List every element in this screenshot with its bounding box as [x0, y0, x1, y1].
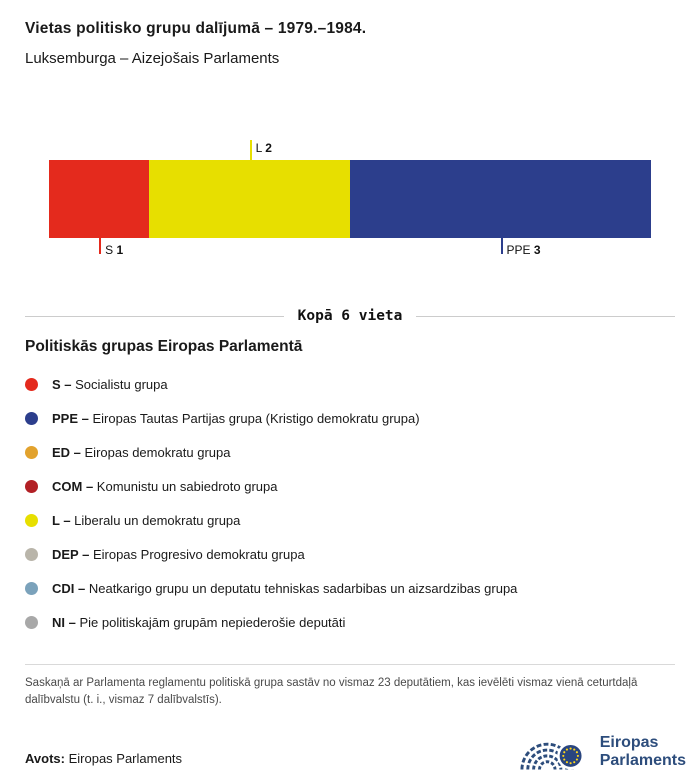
group-color-dot: [25, 513, 38, 527]
marker-tick: [99, 238, 102, 254]
bar-segment-l[interactable]: [149, 160, 350, 238]
ep-hemicycle-icon: [520, 742, 584, 770]
eu-flag-icon: [556, 742, 584, 770]
source-label: Avots:: [25, 751, 65, 766]
source-line: Avots: Eiropas Parlaments: [25, 751, 182, 772]
legend-item-label: ED – Eiropas demokratu grupa: [52, 444, 231, 460]
legend-item-label: CDI – Neatkarigo grupu un deputatu tehni…: [52, 580, 518, 596]
legend-item-dep: DEP – Eiropas Progresivo demokratu grupa: [25, 537, 675, 571]
ep-logo-line1: Eiropas: [599, 733, 659, 751]
legend-item-ppe: PPE – Eiropas Tautas Partijas grupa (Kri…: [25, 401, 675, 435]
ep-logo-text: Eiropas Parlaments: [600, 734, 686, 771]
marker-label: S 1: [105, 243, 124, 257]
group-color-dot: [25, 479, 38, 493]
marker-label: PPE 3: [506, 243, 541, 257]
ep-logo-line2: Parlaments: [599, 752, 686, 769]
legend-item-label: S – Socialistu grupa: [52, 376, 168, 392]
ep-logo: Eiropas Parlaments: [520, 732, 686, 772]
legend-list: S – Socialistu grupa PPE – Eiropas Tautas…: [25, 367, 675, 639]
page-title: Vietas politisko grupu dalījumā – 1979.–…: [25, 20, 367, 37]
legend-heading: Politiskās grupas Eiropas Parlamentā: [25, 338, 303, 355]
footer-row: Avots: Eiropas Parlaments: [25, 732, 686, 772]
legend-item-ed: ED – Eiropas demokratu grupa: [25, 435, 675, 469]
group-color-dot: [25, 581, 38, 595]
seat-distribution-chart: S 1 L 2 PPE 3: [49, 120, 651, 262]
group-color-dot: [25, 377, 38, 391]
legend-item-l: L – Liberalu un demokratu grupa: [25, 503, 675, 537]
marker-tick: [249, 140, 252, 160]
total-seats-label: Kopā 6 vieta: [297, 308, 403, 324]
legend-item-s: S – Socialistu grupa: [25, 367, 675, 401]
divider-line-right: [416, 315, 676, 317]
page-subtitle: Luksemburga – Aizejošais Parlaments: [25, 50, 280, 67]
source-value: Eiropas Parlaments: [68, 751, 183, 766]
marker-label: L 2: [255, 141, 272, 155]
legend-item-label: DEP – Eiropas Progresivo demokratu grupa: [52, 546, 305, 562]
bar-segment-ppe[interactable]: [349, 160, 651, 238]
divider-line-left: [25, 315, 284, 317]
group-color-dot: [25, 615, 38, 629]
legend-item-label: L – Liberalu un demokratu grupa: [52, 512, 241, 528]
footnote-text: Saskaņā ar Parlamenta reglamentu politis…: [25, 677, 638, 707]
bar-segment-s[interactable]: [49, 160, 150, 238]
legend-item-label: COM – Komunistu un sabiedroto grupa: [52, 478, 278, 494]
legend-item-ni: NI – Pie politiskajām grupām nepiederoši…: [25, 605, 675, 639]
group-color-dot: [25, 445, 38, 459]
legend-item-cdi: CDI – Neatkarigo grupu un deputatu tehni…: [25, 571, 675, 605]
group-color-dot: [25, 547, 38, 561]
seat-bar: [49, 160, 651, 238]
legend-item-label: NI – Pie politiskajām grupām nepiederoši…: [52, 614, 346, 630]
marker-tick: [500, 238, 503, 254]
legend-item-label: PPE – Eiropas Tautas Partijas grupa (Kri…: [52, 410, 420, 426]
total-seats-row: Kopā 6 vieta: [25, 308, 676, 324]
group-color-dot: [25, 411, 38, 425]
footnote-divider: [25, 664, 675, 665]
legend-item-com: COM – Komunistu un sabiedroto grupa: [25, 469, 675, 503]
